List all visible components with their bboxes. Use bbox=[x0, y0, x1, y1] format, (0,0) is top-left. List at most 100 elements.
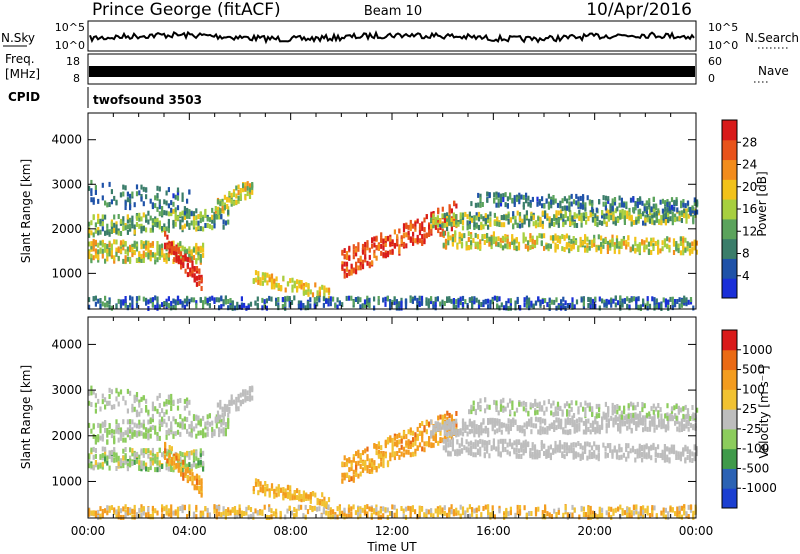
range-gate-cell bbox=[451, 234, 454, 239]
range-gate-cell bbox=[202, 304, 205, 310]
range-gate-cell bbox=[430, 224, 433, 230]
range-gate-cell bbox=[687, 213, 690, 219]
range-gate-cell bbox=[636, 246, 639, 252]
range-gate-cell bbox=[593, 241, 596, 247]
range-gate-cell bbox=[595, 413, 598, 419]
range-gate-cell bbox=[108, 465, 111, 471]
range-gate-cell bbox=[199, 459, 202, 465]
range-gate-cell bbox=[145, 300, 148, 306]
range-gate-cell bbox=[675, 404, 678, 409]
range-gate-cell bbox=[677, 406, 680, 412]
range-gate-cell bbox=[94, 408, 97, 414]
range-gate-cell bbox=[289, 490, 292, 496]
range-gate-cell bbox=[129, 419, 132, 425]
range-gate-cell bbox=[548, 297, 551, 303]
range-gate-cell bbox=[620, 454, 623, 460]
range-gate-cell bbox=[186, 198, 189, 204]
range-gate-cell bbox=[616, 206, 619, 212]
range-gate-cell bbox=[497, 439, 500, 445]
range-gate-cell bbox=[119, 303, 123, 309]
range-gate-cell bbox=[533, 444, 537, 450]
range-gate-cell bbox=[471, 217, 474, 223]
range-gate-cell bbox=[135, 184, 139, 190]
range-gate-cell bbox=[366, 301, 369, 307]
range-gate-cell bbox=[554, 411, 557, 417]
range-gate-cell bbox=[104, 295, 107, 301]
range-gate-cell bbox=[666, 207, 669, 213]
range-gate-cell bbox=[662, 423, 665, 429]
range-gate-cell bbox=[218, 214, 221, 220]
range-gate-cell bbox=[568, 411, 571, 417]
range-gate-cell bbox=[122, 463, 125, 469]
range-gate-cell bbox=[572, 199, 576, 205]
range-gate-cell bbox=[149, 250, 152, 256]
range-gate-cell bbox=[590, 445, 594, 451]
nave-label: Nave bbox=[758, 64, 789, 78]
range-gate-cell bbox=[195, 259, 198, 265]
range-gate-cell bbox=[582, 304, 585, 310]
range-gate-cell bbox=[473, 427, 476, 433]
range-gate-cell bbox=[600, 246, 603, 252]
range-gate-cell bbox=[99, 435, 102, 441]
range-gate-cell bbox=[613, 248, 616, 254]
range-gate-cell bbox=[594, 416, 597, 422]
range-gate-cell bbox=[186, 514, 189, 519]
range-gate-cell bbox=[637, 296, 640, 302]
range-gate-cell bbox=[618, 414, 621, 420]
range-gate-cell bbox=[147, 210, 150, 216]
range-gate-cell bbox=[101, 422, 104, 428]
range-gate-cell bbox=[156, 510, 159, 516]
cpid-value: twofsound 3503 bbox=[93, 93, 202, 107]
range-gate-cell bbox=[451, 446, 454, 452]
range-gate-cell bbox=[686, 411, 690, 417]
range-gate-cell bbox=[545, 406, 548, 412]
range-gate-cell bbox=[204, 296, 207, 302]
range-gate-cell bbox=[686, 455, 689, 460]
range-gate-cell bbox=[642, 420, 645, 426]
range-gate-cell bbox=[654, 446, 657, 452]
range-gate-cell bbox=[189, 476, 192, 482]
range-gate-cell bbox=[667, 305, 670, 311]
range-gate-cell bbox=[389, 305, 392, 311]
range-gate-cell bbox=[414, 238, 417, 244]
range-gate-cell bbox=[538, 200, 541, 206]
range-gate-cell bbox=[227, 412, 230, 418]
range-gate-cell bbox=[628, 298, 631, 304]
range-gate-cell bbox=[446, 428, 449, 434]
range-gate-cell bbox=[611, 238, 614, 244]
range-gate-cell bbox=[693, 413, 696, 419]
range-gate-cell bbox=[355, 261, 358, 267]
range-gate-cell bbox=[491, 299, 494, 305]
range-gate-cell bbox=[642, 220, 645, 226]
range-gate-cell bbox=[503, 222, 506, 228]
range-gate-cell bbox=[186, 249, 189, 255]
range-gate-cell bbox=[402, 227, 406, 233]
range-gate-cell bbox=[663, 454, 666, 460]
range-gate-cell bbox=[183, 249, 186, 255]
range-gate-cell bbox=[145, 227, 148, 233]
range-gate-cell bbox=[227, 209, 230, 215]
range-gate-cell bbox=[382, 458, 385, 464]
range-gate-cell bbox=[642, 298, 645, 304]
range-gate-cell bbox=[193, 277, 196, 283]
range-gate-cell bbox=[133, 229, 136, 235]
range-gate-cell bbox=[138, 216, 141, 222]
range-gate-cell bbox=[140, 463, 143, 469]
range-gate-cell bbox=[531, 238, 534, 244]
range-gate-cell bbox=[131, 433, 134, 439]
range-gate-cell bbox=[216, 402, 220, 408]
range-gate-cell bbox=[461, 425, 465, 431]
range-gate-cell bbox=[216, 410, 220, 416]
range-gate-cell bbox=[352, 457, 355, 463]
range-gate-cell bbox=[237, 406, 240, 412]
range-gate-cell bbox=[156, 454, 159, 460]
range-gate-cell bbox=[605, 428, 608, 434]
range-gate-cell bbox=[345, 266, 349, 272]
range-gate-cell bbox=[614, 416, 617, 422]
range-gate-cell bbox=[405, 440, 408, 446]
range-gate-cell bbox=[513, 447, 516, 453]
range-gate-cell bbox=[106, 460, 109, 466]
range-gate-cell bbox=[172, 201, 175, 207]
range-gate-cell bbox=[457, 299, 460, 305]
range-gate-cell bbox=[161, 416, 164, 422]
